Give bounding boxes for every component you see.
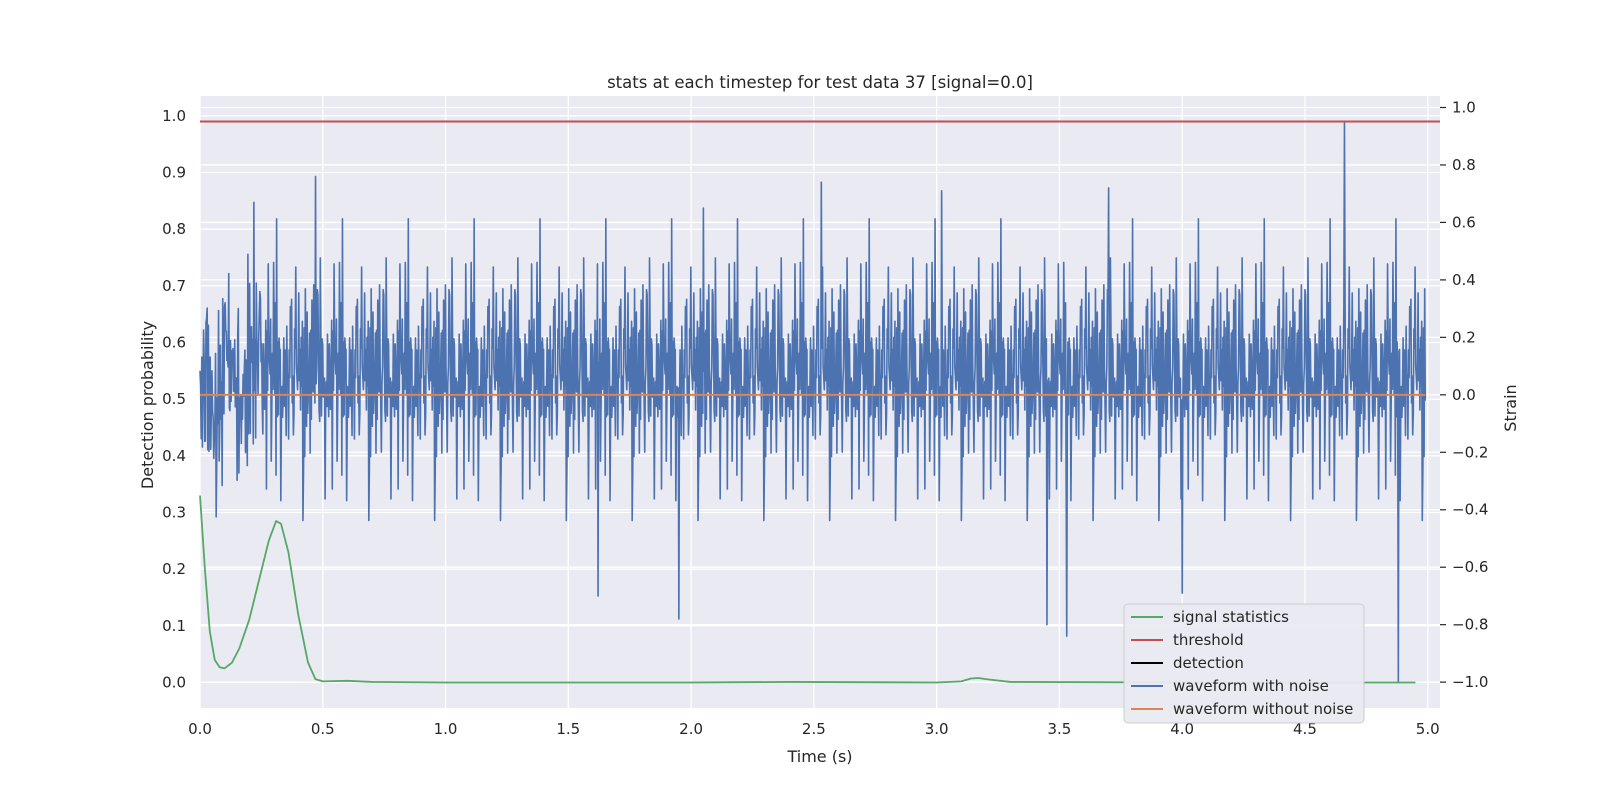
legend-threshold: threshold — [1173, 631, 1244, 649]
chart-title: stats at each timestep for test data 37 … — [607, 73, 1033, 92]
legend-signal-statistics: signal statistics — [1173, 608, 1289, 626]
y-tick-label: 0.2 — [162, 560, 186, 578]
y-tick-label: 0.9 — [162, 164, 186, 182]
y-tick-label: 0.8 — [162, 220, 186, 238]
legend: signal statistics threshold detection wa… — [1123, 603, 1365, 724]
x-tick-label: 1.0 — [434, 720, 458, 738]
legend-box — [1123, 603, 1365, 724]
legend-waveform-with-noise: waveform with noise — [1173, 677, 1329, 695]
x-tick-label: 0.5 — [311, 720, 335, 738]
y2-tick-label: 0.0 — [1452, 386, 1476, 404]
y2-tick-label: −0.8 — [1452, 616, 1488, 634]
y-tick-label: 1.0 — [162, 107, 186, 125]
y-tick-label: 0.5 — [162, 390, 186, 408]
x-tick-label: 1.5 — [556, 720, 580, 738]
x-tick-label: 3.0 — [925, 720, 949, 738]
y2-tick-label: 1.0 — [1452, 98, 1476, 116]
y2-tick-label: −0.2 — [1452, 443, 1488, 461]
x-tick-label: 2.0 — [679, 720, 703, 738]
y-tick-label: 0.1 — [162, 617, 186, 635]
y2-tick-label: 0.2 — [1452, 328, 1476, 346]
x-tick-label: 0.0 — [188, 720, 212, 738]
y-tick-label: 0.7 — [162, 277, 186, 295]
y2-tick-label: −1.0 — [1452, 673, 1488, 691]
y2-tick-label: −0.6 — [1452, 558, 1488, 576]
y2-tick-label: 0.6 — [1452, 213, 1476, 231]
x-tick-label: 3.5 — [1047, 720, 1071, 738]
x-tick-label: 5.0 — [1416, 720, 1440, 738]
x-axis-ticks: 0.0 0.5 1.0 1.5 2.0 2.5 3.0 3.5 4.0 4.5 5.0 — [188, 720, 1440, 738]
y2-axis-ticks: −1.0 −0.8 −0.6 −0.4 −0.2 0.0 0.2 0.4 0.6 0.8 1.0 — [1440, 98, 1488, 691]
y-axis-label: Detection probability — [138, 321, 157, 489]
waveform-with-noise-line — [199, 121, 1427, 683]
y-tick-label: 0.4 — [162, 447, 186, 465]
y2-tick-label: 0.4 — [1452, 271, 1476, 289]
x-tick-label: 2.5 — [802, 720, 826, 738]
y2-tick-label: 0.8 — [1452, 156, 1476, 174]
waveform-with-noise-series — [199, 121, 1427, 683]
y-tick-label: 0.0 — [162, 674, 186, 692]
signal-statistics-series — [199, 495, 1416, 684]
legend-detection: detection — [1173, 654, 1244, 672]
x-axis-label: Time (s) — [786, 747, 852, 766]
y-axis-ticks: 0.0 0.1 0.2 0.3 0.4 0.5 0.6 0.7 0.8 0.9 1.0 — [162, 107, 186, 692]
y-tick-label: 0.6 — [162, 334, 186, 352]
x-tick-label: 4.5 — [1293, 720, 1317, 738]
legend-waveform-without-noise: waveform without noise — [1173, 700, 1353, 718]
y-tick-label: 0.3 — [162, 504, 186, 522]
y2-axis-label: Strain — [1501, 384, 1520, 431]
x-tick-label: 4.0 — [1170, 720, 1194, 738]
y2-tick-label: −0.4 — [1452, 501, 1488, 519]
signal-statistics-line — [199, 495, 1416, 684]
